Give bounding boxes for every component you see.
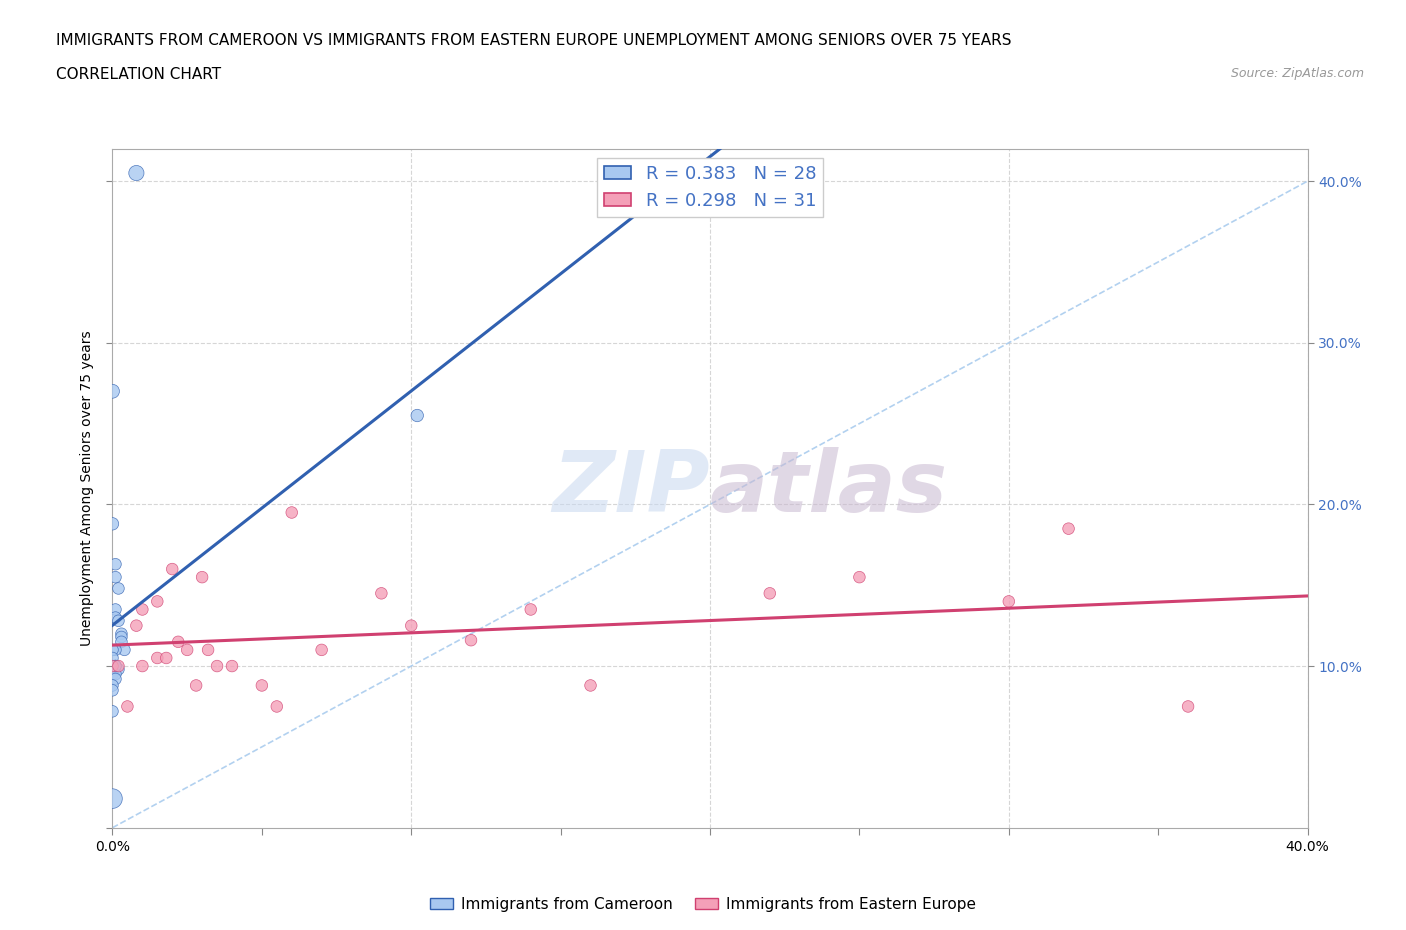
Point <box>104 658 127 673</box>
Point <box>104 658 127 673</box>
Point <box>759 586 782 601</box>
Point <box>221 658 243 673</box>
Point <box>104 570 127 585</box>
Point <box>101 791 124 806</box>
Text: CORRELATION CHART: CORRELATION CHART <box>56 67 221 82</box>
Point <box>101 678 124 693</box>
Point <box>104 643 127 658</box>
Point <box>176 643 198 658</box>
Y-axis label: Unemployment Among Seniors over 75 years: Unemployment Among Seniors over 75 years <box>80 330 94 646</box>
Point <box>370 586 392 601</box>
Point <box>125 618 148 633</box>
Point <box>579 678 602 693</box>
Point <box>104 667 127 682</box>
Point <box>146 594 169 609</box>
Point <box>848 570 870 585</box>
Point <box>401 618 423 633</box>
Point <box>104 557 127 572</box>
Point <box>107 614 129 629</box>
Point <box>155 651 177 666</box>
Point <box>281 505 304 520</box>
Point <box>1057 521 1080 536</box>
Point <box>107 662 129 677</box>
Point <box>104 658 127 673</box>
Legend: Immigrants from Cameroon, Immigrants from Eastern Europe: Immigrants from Cameroon, Immigrants fro… <box>425 891 981 918</box>
Point <box>250 678 273 693</box>
Point <box>110 634 132 649</box>
Point <box>101 651 124 666</box>
Point <box>125 166 148 180</box>
Point <box>205 658 228 673</box>
Point <box>311 643 333 658</box>
Point <box>186 678 208 693</box>
Point <box>520 602 543 617</box>
Point <box>1177 699 1199 714</box>
Point <box>406 408 429 423</box>
Point <box>101 683 124 698</box>
Point <box>101 516 124 531</box>
Point <box>104 671 127 686</box>
Text: atlas: atlas <box>710 446 948 530</box>
Text: ZIP: ZIP <box>553 446 710 530</box>
Point <box>117 699 139 714</box>
Point <box>104 610 127 625</box>
Point <box>101 643 124 658</box>
Point <box>998 594 1021 609</box>
Point <box>460 632 482 647</box>
Point <box>101 704 124 719</box>
Point <box>191 570 214 585</box>
Point <box>197 643 219 658</box>
Point <box>114 643 135 658</box>
Point <box>101 658 124 673</box>
Point <box>104 602 127 617</box>
Text: Source: ZipAtlas.com: Source: ZipAtlas.com <box>1230 67 1364 80</box>
Point <box>107 658 129 673</box>
Point <box>110 630 132 644</box>
Point <box>167 634 190 649</box>
Point <box>110 626 132 641</box>
Point <box>131 658 153 673</box>
Point <box>162 562 183 577</box>
Text: IMMIGRANTS FROM CAMEROON VS IMMIGRANTS FROM EASTERN EUROPE UNEMPLOYMENT AMONG SE: IMMIGRANTS FROM CAMEROON VS IMMIGRANTS F… <box>56 33 1012 47</box>
Point <box>266 699 288 714</box>
Legend: R = 0.383   N = 28, R = 0.298   N = 31: R = 0.383 N = 28, R = 0.298 N = 31 <box>596 158 824 218</box>
Point <box>101 384 124 399</box>
Point <box>101 667 124 682</box>
Point <box>131 602 153 617</box>
Point <box>146 651 169 666</box>
Point <box>107 581 129 596</box>
